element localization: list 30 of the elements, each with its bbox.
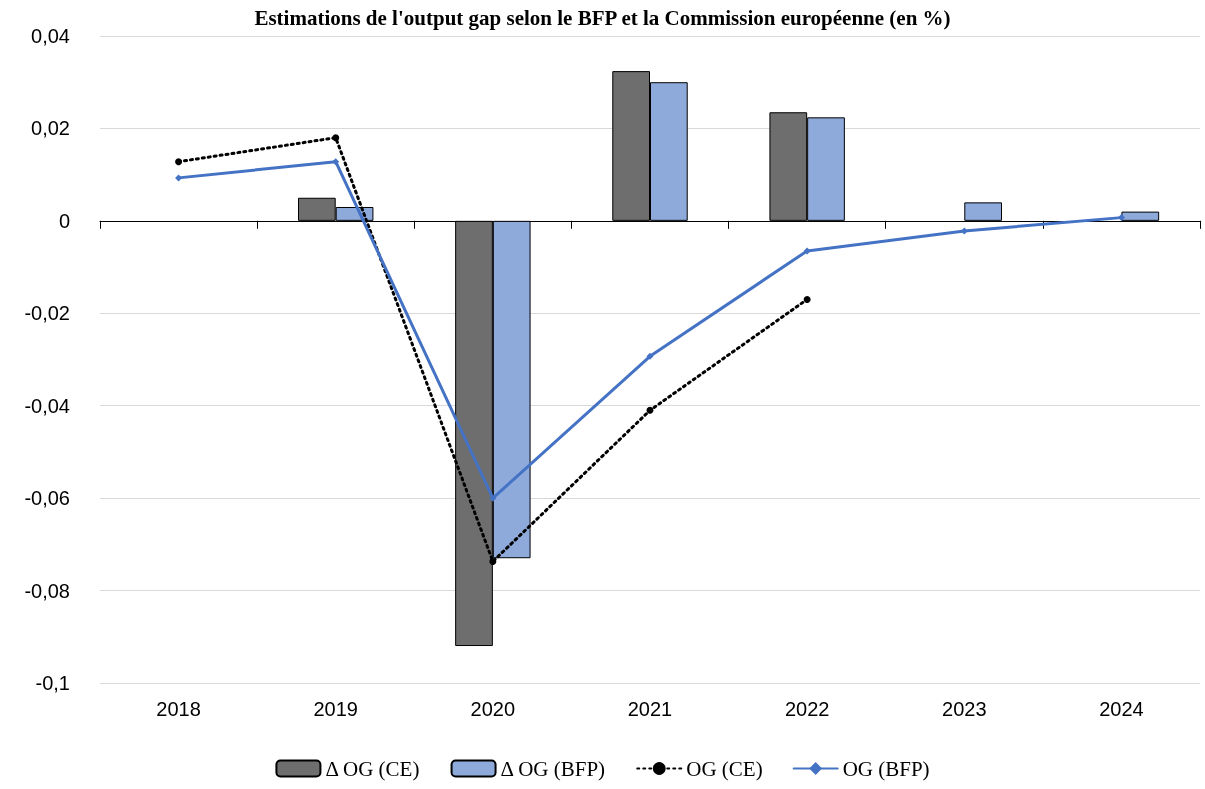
y-tick-label: 0,04 xyxy=(31,25,70,47)
x-tick-label: 2019 xyxy=(313,698,358,720)
y-tick-label: 0,02 xyxy=(31,117,70,140)
legend-label: Δ OG (BFP) xyxy=(500,756,606,781)
y-tick-label: -0,06 xyxy=(24,487,70,510)
legend-label: OG (CE) xyxy=(686,756,763,781)
point xyxy=(803,295,811,303)
point xyxy=(646,352,654,360)
point xyxy=(803,247,811,255)
x-tick-label: 2021 xyxy=(627,698,673,720)
y-tick-label: -0,1 xyxy=(35,672,70,694)
x-tick-label: 2020 xyxy=(470,698,516,720)
y-tick-label: -0,04 xyxy=(24,394,70,417)
point xyxy=(489,557,497,565)
point xyxy=(332,134,340,142)
x-tick-label: 2018 xyxy=(156,698,201,720)
legend-label: Δ OG (CE) xyxy=(325,756,420,781)
legend-label: OG (BFP) xyxy=(842,756,930,781)
point xyxy=(175,158,183,166)
point xyxy=(489,494,497,502)
x-tick-label: 2023 xyxy=(942,698,987,720)
point xyxy=(332,158,340,166)
point xyxy=(646,406,654,414)
x-tick-label: 2022 xyxy=(784,698,830,720)
y-tick-label: -0,02 xyxy=(24,302,70,325)
x-tick-label: 2024 xyxy=(1099,698,1144,720)
y-tick-label: 0 xyxy=(58,209,70,232)
point xyxy=(1117,214,1125,222)
chart-title: Estimations de l'output gap selon le BFP et la Commission européenne (en %) xyxy=(254,5,951,30)
y-tick-label: -0,08 xyxy=(24,579,70,602)
